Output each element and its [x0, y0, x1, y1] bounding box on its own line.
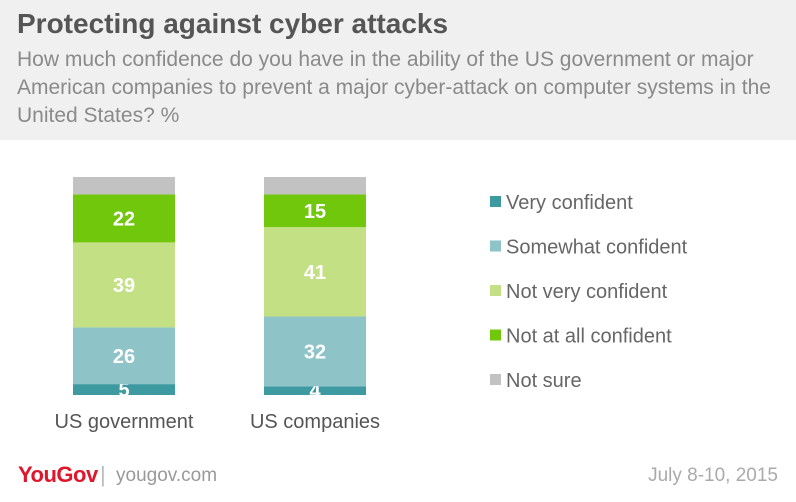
- data-label: 32: [304, 341, 326, 363]
- legend-label: Not very confident: [506, 281, 668, 303]
- data-label: 39: [113, 275, 135, 297]
- bar-segment: [73, 242, 175, 328]
- bar-segment: [73, 194, 175, 243]
- legend-swatch: [490, 285, 501, 296]
- data-label: 15: [304, 201, 326, 223]
- legend-swatch: [490, 240, 501, 252]
- data-label: 5: [118, 380, 129, 402]
- chart-title: Protecting against cyber attacks: [17, 8, 449, 39]
- bar-segment: [73, 177, 175, 195]
- legend-swatch: [490, 374, 501, 385]
- chart-header: Protecting against cyber attacks How muc…: [0, 0, 796, 140]
- bar-segment: [264, 177, 366, 195]
- legend-label: Not at all confident: [506, 326, 672, 348]
- category-label: US government: [55, 411, 194, 433]
- data-label: 41: [304, 262, 326, 284]
- bar-segment: [264, 316, 366, 387]
- chart-subtitle: How much confidence do you have in the a…: [17, 48, 771, 127]
- bar-segment: [264, 386, 366, 395]
- bar-segment: [264, 227, 366, 317]
- legend-label: Not sure: [506, 370, 582, 392]
- category-label: US companies: [250, 411, 380, 433]
- legend-label: Very confident: [506, 192, 633, 214]
- yougov-logo: YouGov: [18, 462, 98, 487]
- bar-segment: [73, 384, 175, 395]
- legend-swatch: [490, 329, 501, 341]
- bar-segment: [264, 194, 366, 228]
- legend-label: Somewhat confident: [506, 237, 688, 259]
- footer-separator: |: [100, 462, 106, 487]
- data-label: 26: [113, 346, 135, 368]
- survey-date: July 8-10, 2015: [648, 465, 778, 486]
- legend-swatch: [490, 196, 501, 207]
- footer-site-link[interactable]: yougov.com: [116, 465, 218, 486]
- bar-segment: [73, 327, 175, 385]
- data-label: 22: [113, 208, 135, 230]
